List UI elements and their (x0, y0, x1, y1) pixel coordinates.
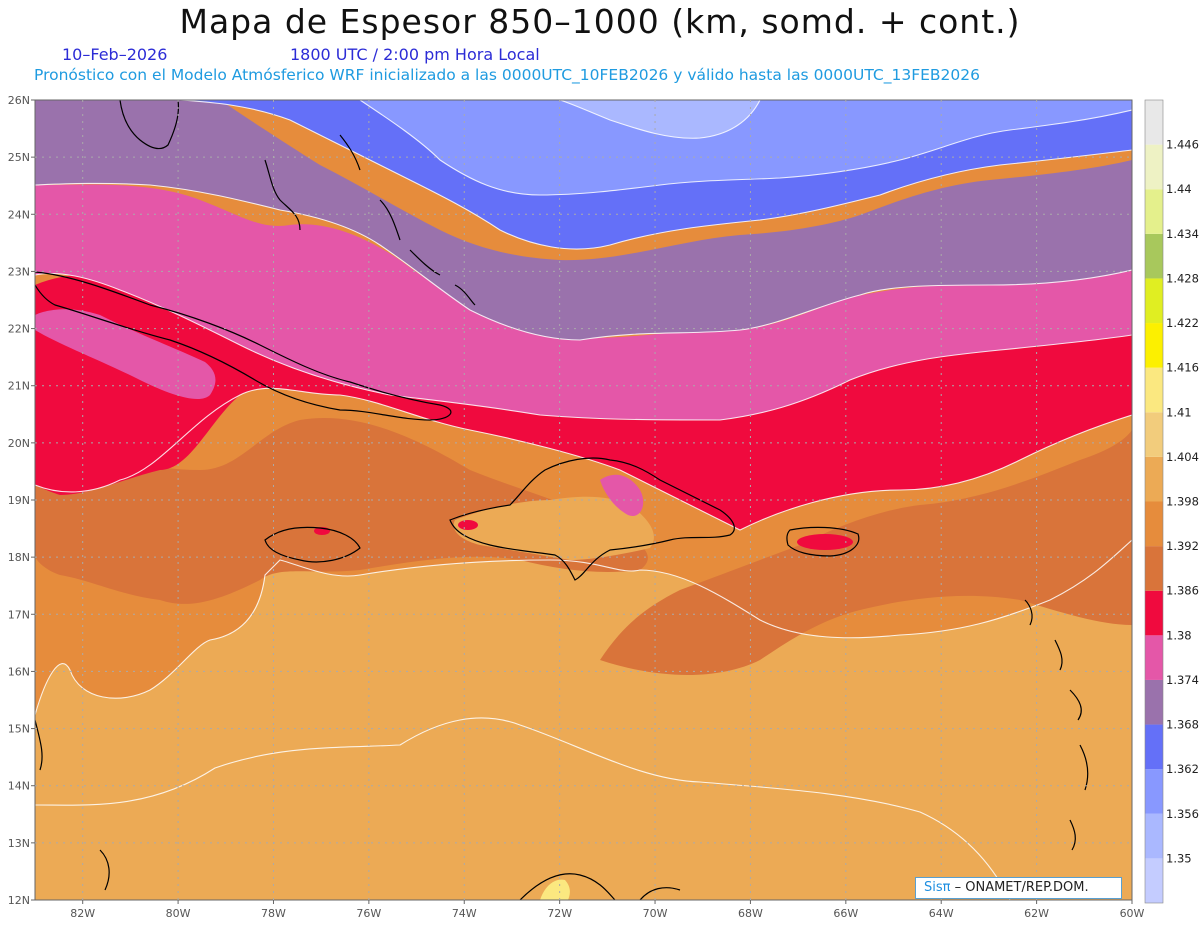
lat-tick-label: 23N (8, 265, 30, 278)
colorbar-label: 1.386 (1166, 584, 1199, 598)
latitude-axis: 12N 13N 14N 15N 16N 17N 18N 19N 20N 21N 22N 23N 24N 2… (8, 94, 35, 907)
colorbar-swatch (1145, 813, 1163, 859)
lon-tick-label: 78W (261, 907, 286, 920)
band-1356 (560, 100, 760, 139)
colorbar-swatch (1145, 144, 1163, 190)
forecast-time: 1800 UTC / 2:00 pm Hora Local (290, 45, 540, 64)
colorbar-label: 1.362 (1166, 762, 1199, 776)
colorbar-swatch (1145, 546, 1163, 591)
lon-tick-label: 72W (547, 907, 572, 920)
colorbar-label: 1.434 (1166, 227, 1199, 241)
colorbar-swatch (1145, 456, 1163, 502)
hispaniola-pattern (453, 496, 654, 560)
lat-tick-label: 15N (8, 723, 30, 736)
lon-tick-label: 80W (166, 907, 191, 920)
credit-org: – ONAMET/REP.DOM. (954, 880, 1089, 895)
colorbar-label: 1.374 (1166, 673, 1199, 687)
lon-tick-label: 68W (738, 907, 763, 920)
colorbar-swatch (1145, 367, 1163, 413)
colorbar-label: 1.428 (1166, 271, 1199, 285)
colorbar: 1.35 1.356 1.362 1.368 1.374 1.38 1.386 1.392 1.… (1144, 99, 1199, 904)
band-1392-east (600, 430, 1132, 675)
colorbar-swatch (1145, 858, 1163, 903)
colorbar-label: 1.368 (1166, 718, 1199, 732)
forecast-date: 10–Feb–2026 (62, 45, 168, 64)
lon-tick-label: 76W (356, 907, 381, 920)
colorbar-swatch (1145, 501, 1163, 547)
colorbar-swatch (1145, 100, 1163, 145)
colorbar-swatch (1145, 635, 1163, 680)
colorbar-label: 1.404 (1166, 450, 1199, 464)
band-1374 (35, 100, 1132, 340)
forecast-description: Pronóstico con el Modelo Atmósferico WRF… (34, 66, 980, 84)
colorbar-label: 1.41 (1166, 405, 1192, 419)
colorbar-label: 1.422 (1166, 316, 1199, 330)
contour-lines (35, 100, 1132, 900)
colorbar-label: 1.446 (1166, 138, 1199, 152)
colorbar-label: 1.35 (1166, 851, 1192, 865)
colorbar-label: 1.392 (1166, 539, 1199, 553)
thickness-shading (35, 100, 1132, 900)
longitude-axis: 82W 80W 78W 76W 74W 72W 70W 68W 66W 64W 62W 60W (70, 900, 1145, 920)
credit-box: Sisπ – ONAMET/REP.DOM. (915, 877, 1122, 899)
lat-tick-label: 17N (8, 608, 30, 621)
lon-tick-label: 74W (452, 907, 477, 920)
colorbar-swatch (1145, 679, 1163, 725)
colorbar-swatch (1145, 323, 1163, 368)
lat-tick-label: 21N (8, 380, 30, 393)
puerto-rico-high (797, 534, 853, 550)
band-1380-pocket (35, 309, 216, 400)
colorbar-swatch (1145, 233, 1163, 279)
band-1392-west (35, 418, 648, 604)
lat-tick-label: 25N (8, 151, 30, 164)
lat-tick-label: 26N (8, 94, 30, 107)
colorbar-swatch (1145, 590, 1163, 636)
hispaniola-pink (600, 474, 644, 516)
lon-tick-label: 70W (643, 907, 668, 920)
lat-tick-label: 24N (8, 208, 30, 221)
graticule (35, 100, 1132, 900)
lat-tick-label: 12N (8, 894, 30, 907)
colorbar-label: 1.44 (1166, 182, 1192, 196)
lat-tick-label: 19N (8, 494, 30, 507)
band-1398 (35, 540, 1132, 900)
lat-tick-label: 16N (8, 665, 30, 678)
colorbar-frame (1144, 99, 1164, 904)
map-title: Mapa de Espesor 850–1000 (km, somd. + co… (179, 2, 1021, 41)
colorbar-swatch (1145, 412, 1163, 457)
lon-tick-label: 66W (833, 907, 858, 920)
credit-sis: Sisπ (924, 880, 951, 895)
lon-tick-label: 64W (929, 907, 954, 920)
colorbar-label: 1.38 (1166, 628, 1192, 642)
lat-tick-label: 13N (8, 837, 30, 850)
lon-tick-label: 82W (70, 907, 95, 920)
lat-tick-label: 18N (8, 551, 30, 564)
lat-tick-label: 20N (8, 437, 30, 450)
colorbar-label: 1.398 (1166, 495, 1199, 509)
colorbar-label: 1.416 (1166, 361, 1199, 375)
lat-tick-label: 22N (8, 323, 30, 336)
lon-tick-label: 60W (1120, 907, 1145, 920)
colorbar-label: 1.356 (1166, 807, 1199, 821)
colorbar-swatch (1145, 278, 1163, 324)
band-1380 (35, 184, 1132, 420)
band-1410-spot (540, 879, 570, 900)
colorbar-swatch (1145, 724, 1163, 770)
band-1362 (360, 100, 1132, 195)
colorbar-swatch (1145, 769, 1163, 814)
coastlines (35, 100, 1089, 900)
colorbar-swatch (1145, 189, 1163, 234)
haiti-high (458, 520, 478, 530)
lon-tick-label: 62W (1024, 907, 1049, 920)
lat-tick-label: 14N (8, 780, 30, 793)
